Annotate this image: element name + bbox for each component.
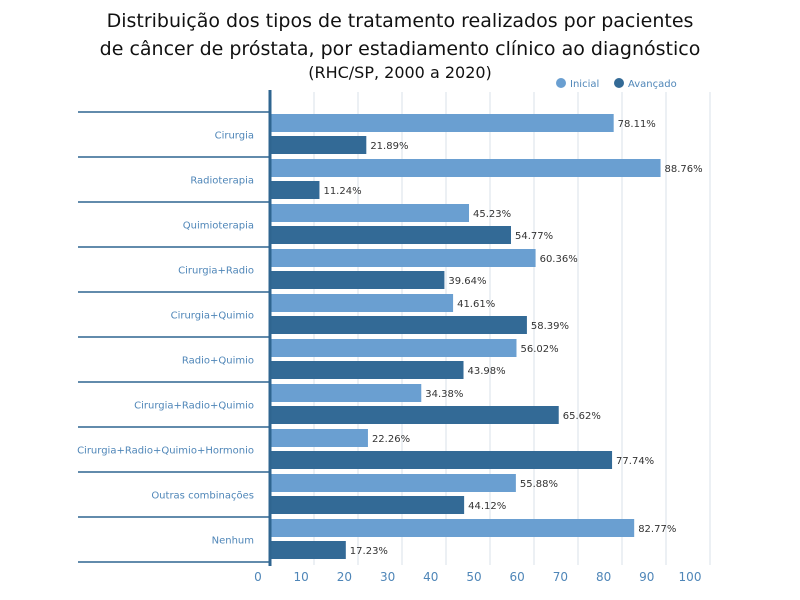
bar-avancado (270, 451, 613, 469)
bar-avancado (270, 406, 559, 424)
legend-marker (556, 78, 566, 88)
bar-inicial (270, 294, 454, 312)
data-label: 88.76% (665, 164, 703, 175)
data-label: 11.24% (323, 186, 361, 197)
bar-inicial (270, 519, 635, 537)
data-label: 43.98% (468, 366, 506, 377)
data-label: 58.39% (531, 321, 569, 332)
category-label: Cirurgia+Radio+Quimio (134, 401, 254, 412)
x-tick-label: 60 (510, 570, 525, 584)
category-label: Radio+Quimio (182, 356, 254, 367)
category-label: Cirurgia+Radio (178, 266, 254, 277)
category-label: Cirurgia+Quimio (171, 311, 254, 322)
chart-title-line-1: Distribuição dos tipos de tratamento rea… (106, 10, 694, 32)
bar-avancado (270, 136, 367, 154)
category-label: Radioterapia (190, 176, 254, 187)
data-label: 22.26% (372, 434, 410, 445)
bar-inicial (270, 384, 422, 402)
x-tick-label: 70 (553, 570, 568, 584)
data-label: 56.02% (520, 344, 558, 355)
category-label: Cirurgia+Radio+Quimio+Hormonio (77, 446, 254, 457)
bar-inicial (270, 159, 661, 177)
category-label: Nenhum (212, 536, 254, 547)
bar-avancado (270, 271, 445, 289)
bar-inicial (270, 204, 470, 222)
legend-marker (614, 78, 624, 88)
bar-inicial (270, 474, 516, 492)
x-tick-label: 90 (639, 570, 654, 584)
data-label: 77.74% (616, 456, 654, 467)
x-tick-label: 20 (337, 570, 352, 584)
data-label: 82.77% (638, 524, 676, 535)
x-tick-label: 80 (596, 570, 611, 584)
x-tick-label: 50 (466, 570, 481, 584)
bar-avancado (270, 496, 465, 514)
data-label: 41.61% (457, 299, 495, 310)
data-label: 60.36% (540, 254, 578, 265)
chart-subtitle: (RHC/SP, 2000 a 2020) (308, 63, 492, 82)
data-label: 17.23% (350, 546, 388, 557)
data-label: 55.88% (520, 479, 558, 490)
data-label: 45.23% (473, 209, 511, 220)
data-label: 21.89% (370, 141, 408, 152)
bar-inicial (270, 114, 614, 132)
data-label: 65.62% (563, 411, 601, 422)
x-tick-label: 30 (380, 570, 395, 584)
category-label: Outras combinações (151, 491, 254, 502)
x-tick-label: 40 (423, 570, 438, 584)
bar-avancado (270, 181, 320, 199)
data-label: 39.64% (448, 276, 486, 287)
category-label: Quimioterapia (183, 221, 254, 232)
category-label: Cirurgia (215, 131, 254, 142)
bar-avancado (270, 361, 464, 379)
x-tick-label: 100 (679, 570, 702, 584)
x-tick-label: 0 (254, 570, 262, 584)
bar-avancado (270, 226, 511, 244)
data-label: 78.11% (618, 119, 656, 130)
data-label: 54.77% (515, 231, 553, 242)
data-label: 34.38% (425, 389, 463, 400)
bar-avancado (270, 316, 527, 334)
x-tick-label: 10 (294, 570, 309, 584)
bar-inicial (270, 339, 517, 357)
bar-avancado (270, 541, 346, 559)
bar-inicial (270, 249, 536, 267)
legend-label: Inicial (570, 79, 599, 90)
chart-title-line-2: de câncer de próstata, por estadiamento … (99, 38, 701, 60)
legend-label: Avançado (628, 79, 677, 90)
bar-inicial (270, 429, 368, 447)
data-label: 44.12% (468, 501, 506, 512)
